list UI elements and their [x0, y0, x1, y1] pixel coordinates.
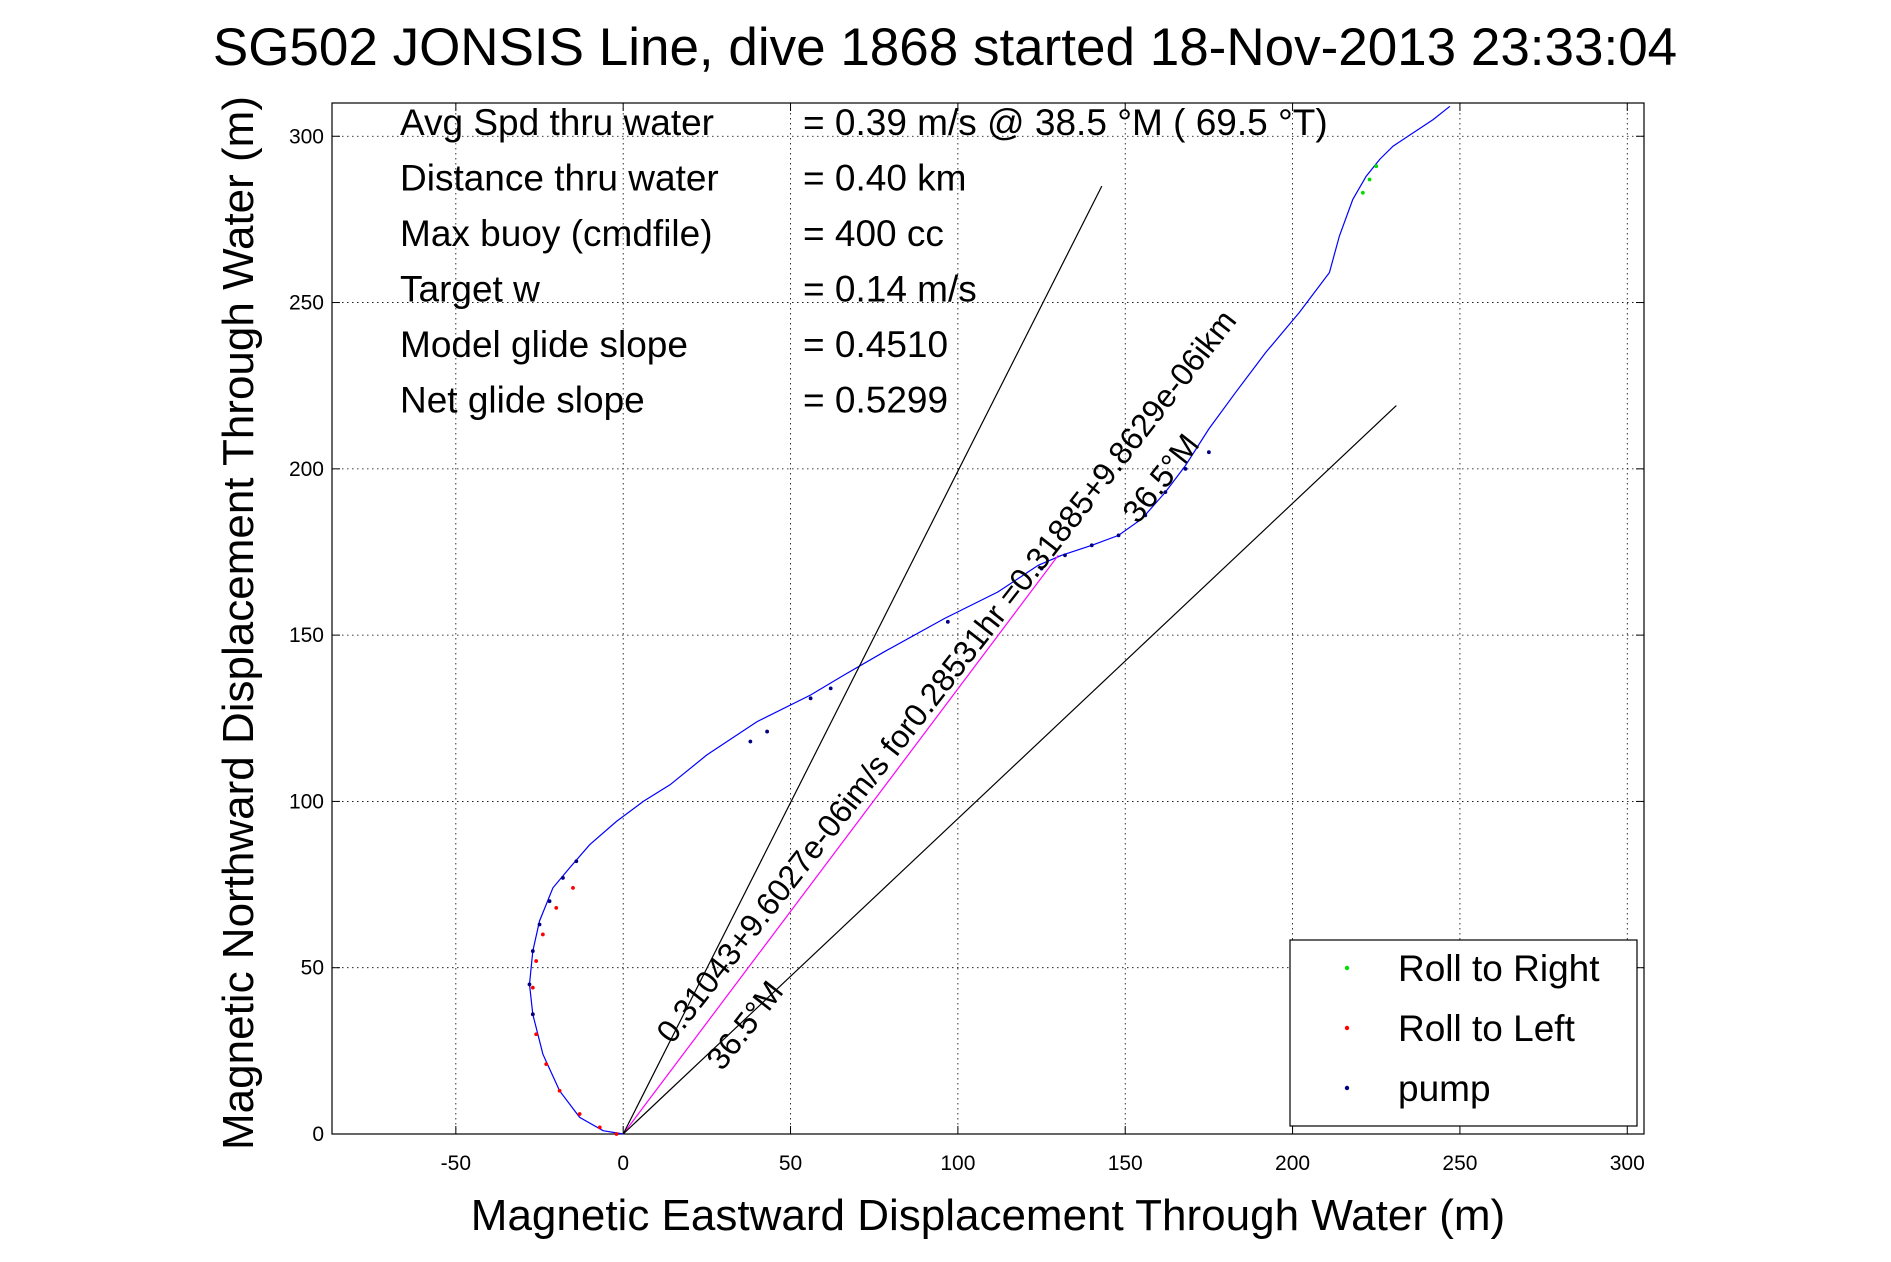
pump-marker — [530, 949, 535, 953]
chart-title: SG502 JONSIS Line, dive 1868 started 18-… — [213, 18, 1677, 77]
axis-ticks: -50 0 50 100 150 200 250 300 0 50 100 150 200 250 300 — [289, 103, 1645, 1175]
roll-left-marker — [597, 1125, 602, 1130]
legend-marker — [1344, 1085, 1350, 1091]
roll-left-marker — [571, 885, 575, 890]
legend-entry: pump — [1398, 1068, 1491, 1109]
pump-marker — [1143, 513, 1148, 518]
x-tick-label: -50 — [441, 1152, 471, 1175]
pump-marker — [1163, 490, 1168, 495]
x-tick-label: 50 — [779, 1152, 802, 1175]
pump-marker — [527, 982, 532, 987]
y-tick-label: 150 — [289, 624, 324, 647]
stat-label: Max buoy (cmdfile) — [400, 213, 713, 254]
stat-label: Target w — [400, 269, 540, 310]
pump-marker — [1089, 543, 1094, 548]
x-tick-label: 250 — [1442, 1152, 1477, 1175]
roll-left-marker — [534, 959, 539, 963]
stat-value: = 0.5299 — [803, 380, 948, 421]
legend-marker — [1344, 965, 1350, 971]
roll-left-marker — [554, 905, 559, 910]
roll-left-marker — [534, 1032, 539, 1037]
legend-box — [1289, 939, 1638, 1127]
pump-marker — [530, 1012, 535, 1017]
series-bounds — [622, 405, 1397, 1135]
x-tick-label: 300 — [1610, 1152, 1645, 1175]
roll-right-marker — [1360, 190, 1365, 195]
roll-left-marker — [540, 932, 545, 937]
pump-marker — [765, 729, 770, 734]
stat-label: Net glide slope — [400, 380, 645, 421]
pump-marker — [748, 739, 753, 744]
pump-marker — [547, 899, 552, 904]
series-track — [528, 105, 1451, 1135]
pump-marker — [1039, 566, 1044, 571]
pump-marker — [574, 859, 579, 864]
roll-left-marker — [614, 1132, 619, 1136]
stat-value: = 0.39 m/s @ 38.5 °M ( 69.5 °T) — [803, 102, 1328, 143]
pump-marker — [808, 696, 813, 701]
pump-marker — [1206, 450, 1211, 455]
pump-marker — [828, 686, 833, 691]
y-tick-label: 250 — [289, 292, 324, 315]
x-tick-label: 150 — [1108, 1152, 1143, 1175]
legend: Roll to Right Roll to Left pump — [1289, 939, 1638, 1127]
pump-marker — [561, 876, 565, 880]
stat-value: = 0.14 m/s — [803, 269, 977, 310]
y-tick-label: 300 — [289, 125, 324, 148]
y-tick-label: 200 — [289, 458, 324, 481]
stat-label: Distance thru water — [400, 158, 719, 199]
roll-right-marker — [1367, 177, 1372, 182]
stats-block: Avg Spd thru water = 0.39 m/s @ 38.5 °M (… — [400, 102, 1328, 421]
stat-value: = 400 cc — [803, 213, 944, 254]
x-axis-label: Magnetic Eastward Displacement Through W… — [471, 1191, 1505, 1240]
x-tick-label: 0 — [617, 1152, 629, 1175]
y-axis-label: Magnetic Northward Displacement Through … — [214, 96, 263, 1150]
x-tick-label: 200 — [1275, 1152, 1310, 1175]
plot-area: -50 0 50 100 150 200 250 300 0 50 100 150 200 250 300 — [289, 102, 1645, 1175]
data-markers — [527, 164, 1379, 1136]
x-tick-label: 100 — [940, 1152, 975, 1175]
legend-entry: Roll to Left — [1398, 1008, 1576, 1049]
roll-left-marker — [557, 1088, 562, 1093]
stat-label: Avg Spd thru water — [400, 102, 714, 143]
y-tick-label: 100 — [289, 790, 324, 813]
roll-left-marker — [530, 985, 535, 990]
pump-marker — [537, 922, 542, 927]
stat-value: = 0.4510 — [803, 324, 948, 365]
pump-marker — [1063, 553, 1067, 558]
roll-right-marker — [1374, 164, 1379, 169]
stat-value: = 0.40 km — [803, 158, 967, 199]
pump-marker — [1116, 533, 1121, 538]
y-tick-label: 50 — [301, 957, 324, 980]
legend-entry: Roll to Right — [1398, 948, 1600, 989]
grid — [332, 103, 1644, 1135]
pump-marker — [945, 619, 950, 624]
pump-marker — [1183, 466, 1188, 471]
data-lines — [528, 105, 1451, 1135]
roll-left-marker — [544, 1062, 549, 1067]
y-tick-label: 0 — [312, 1123, 324, 1146]
series-heading-track — [622, 554, 1059, 1135]
roll-left-marker — [577, 1112, 582, 1116]
series-bounds — [622, 185, 1103, 1135]
stat-label: Model glide slope — [400, 324, 688, 365]
legend-marker — [1344, 1025, 1350, 1031]
